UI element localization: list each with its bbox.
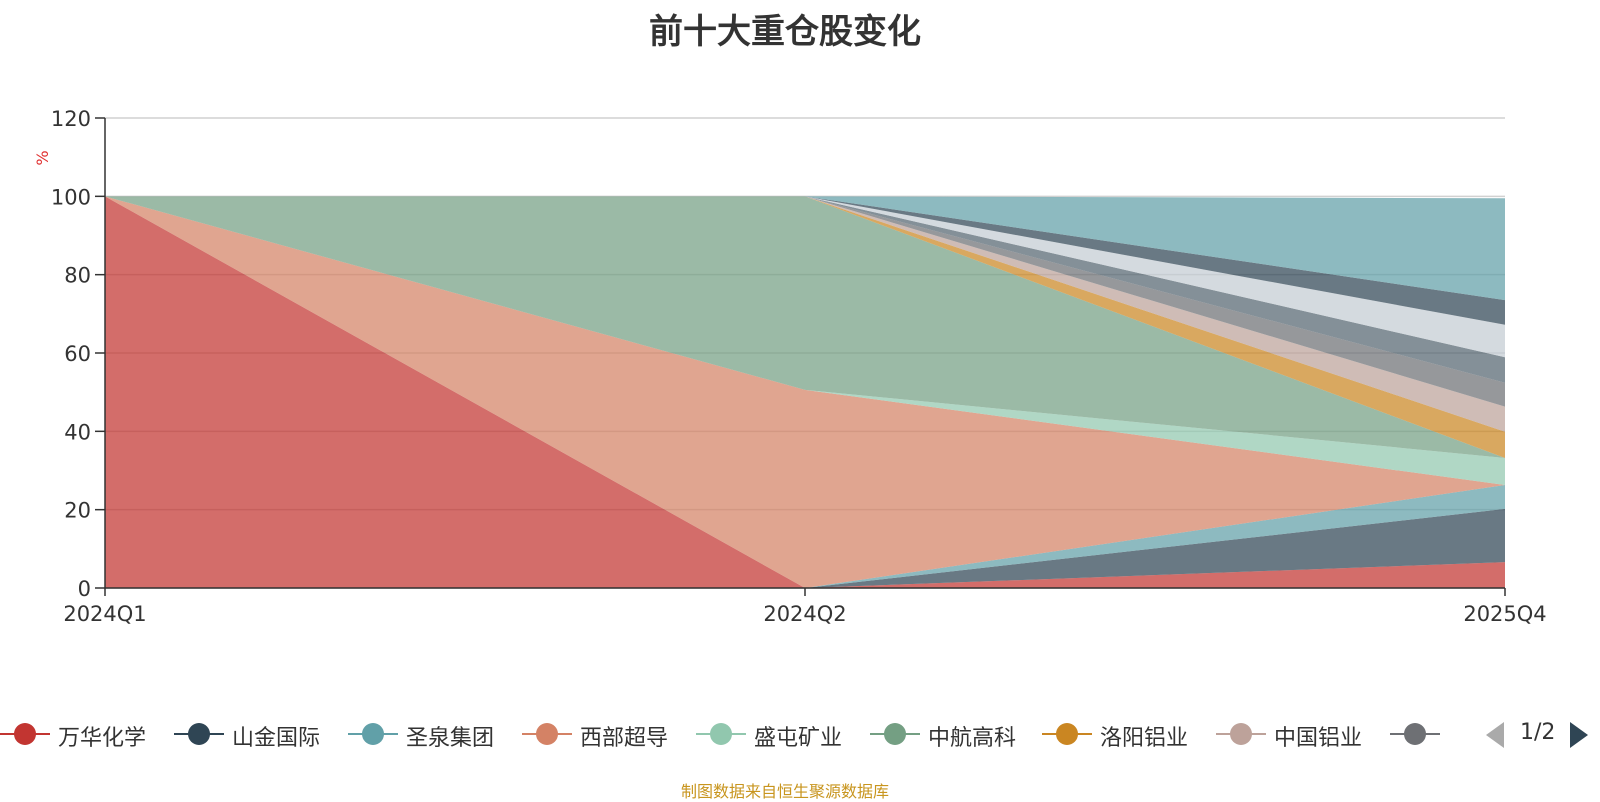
- area-series-1: [105, 196, 1505, 589]
- legend-marker-icon: [348, 723, 398, 745]
- legend-label: 万华化学: [58, 726, 147, 751]
- legend-label: 中国铝业: [1274, 726, 1363, 751]
- area-series-11: [105, 196, 1505, 358]
- y-tick-label: 100: [51, 185, 91, 209]
- area-series-4: [105, 196, 1505, 589]
- legend: 万华化学 山金国际 圣泉集团 西部超导 盛屯矿业 中航高科 洛阳铝业 中国铝业: [0, 716, 1480, 752]
- y-tick-label: 0: [78, 577, 91, 601]
- legend-marker-icon: [0, 723, 50, 745]
- y-tick-label: 120: [51, 107, 91, 131]
- y-axis-unit: %: [33, 150, 52, 165]
- legend-marker-icon: [870, 723, 920, 745]
- next-page-icon[interactable]: [1566, 720, 1592, 750]
- legend-marker-icon: [696, 723, 746, 745]
- legend-label: 西部超导: [580, 726, 669, 751]
- pager-text: 1/2: [1520, 720, 1556, 745]
- legend-marker-icon: [1216, 723, 1266, 745]
- y-tick-label: 80: [64, 264, 91, 288]
- legend-marker-icon: [522, 723, 572, 745]
- area-series-6: [105, 196, 1505, 458]
- legend-label: 山金国际: [232, 726, 321, 751]
- x-tick-label: 2024Q2: [763, 602, 846, 626]
- source-note: 制图数据来自恒生聚源数据库: [680, 782, 889, 801]
- y-tick-label: 20: [64, 499, 91, 523]
- legend-label: 圣泉集团: [406, 726, 495, 751]
- area-series-12: [105, 196, 1505, 325]
- legend-label: 洛阳铝业: [1100, 726, 1189, 751]
- legend-label: 中航高科: [928, 726, 1017, 751]
- prev-page-icon[interactable]: [1482, 720, 1508, 750]
- area-series-5: [105, 196, 1505, 485]
- legend-label: 盛屯矿业: [754, 726, 843, 751]
- stacked-area-chart: 0 20 40 60 80 100 120 2024Q1 2024Q2 2025Q4%: [33, 107, 1547, 626]
- area-series: [105, 196, 1505, 589]
- legend-marker-icon: [1390, 723, 1440, 745]
- y-tick-label: 40: [64, 420, 91, 444]
- axes: [95, 117, 1506, 596]
- x-tick-label: 2025Q4: [1463, 602, 1546, 626]
- x-tick-label: 2024Q1: [63, 602, 146, 626]
- legend-marker-icon: [1042, 723, 1092, 745]
- legend-pager: 1/2: [1482, 716, 1600, 752]
- area-series-2: [105, 196, 1505, 589]
- tick-labels: 0 20 40 60 80 100 120 2024Q1 2024Q2 2025Q4%: [33, 107, 1547, 626]
- chart-title: 前十大重仓股变化: [649, 12, 921, 52]
- area-series-13: [105, 196, 1505, 301]
- y-tick-label: 60: [64, 342, 91, 366]
- legend-marker-icon: [174, 723, 224, 745]
